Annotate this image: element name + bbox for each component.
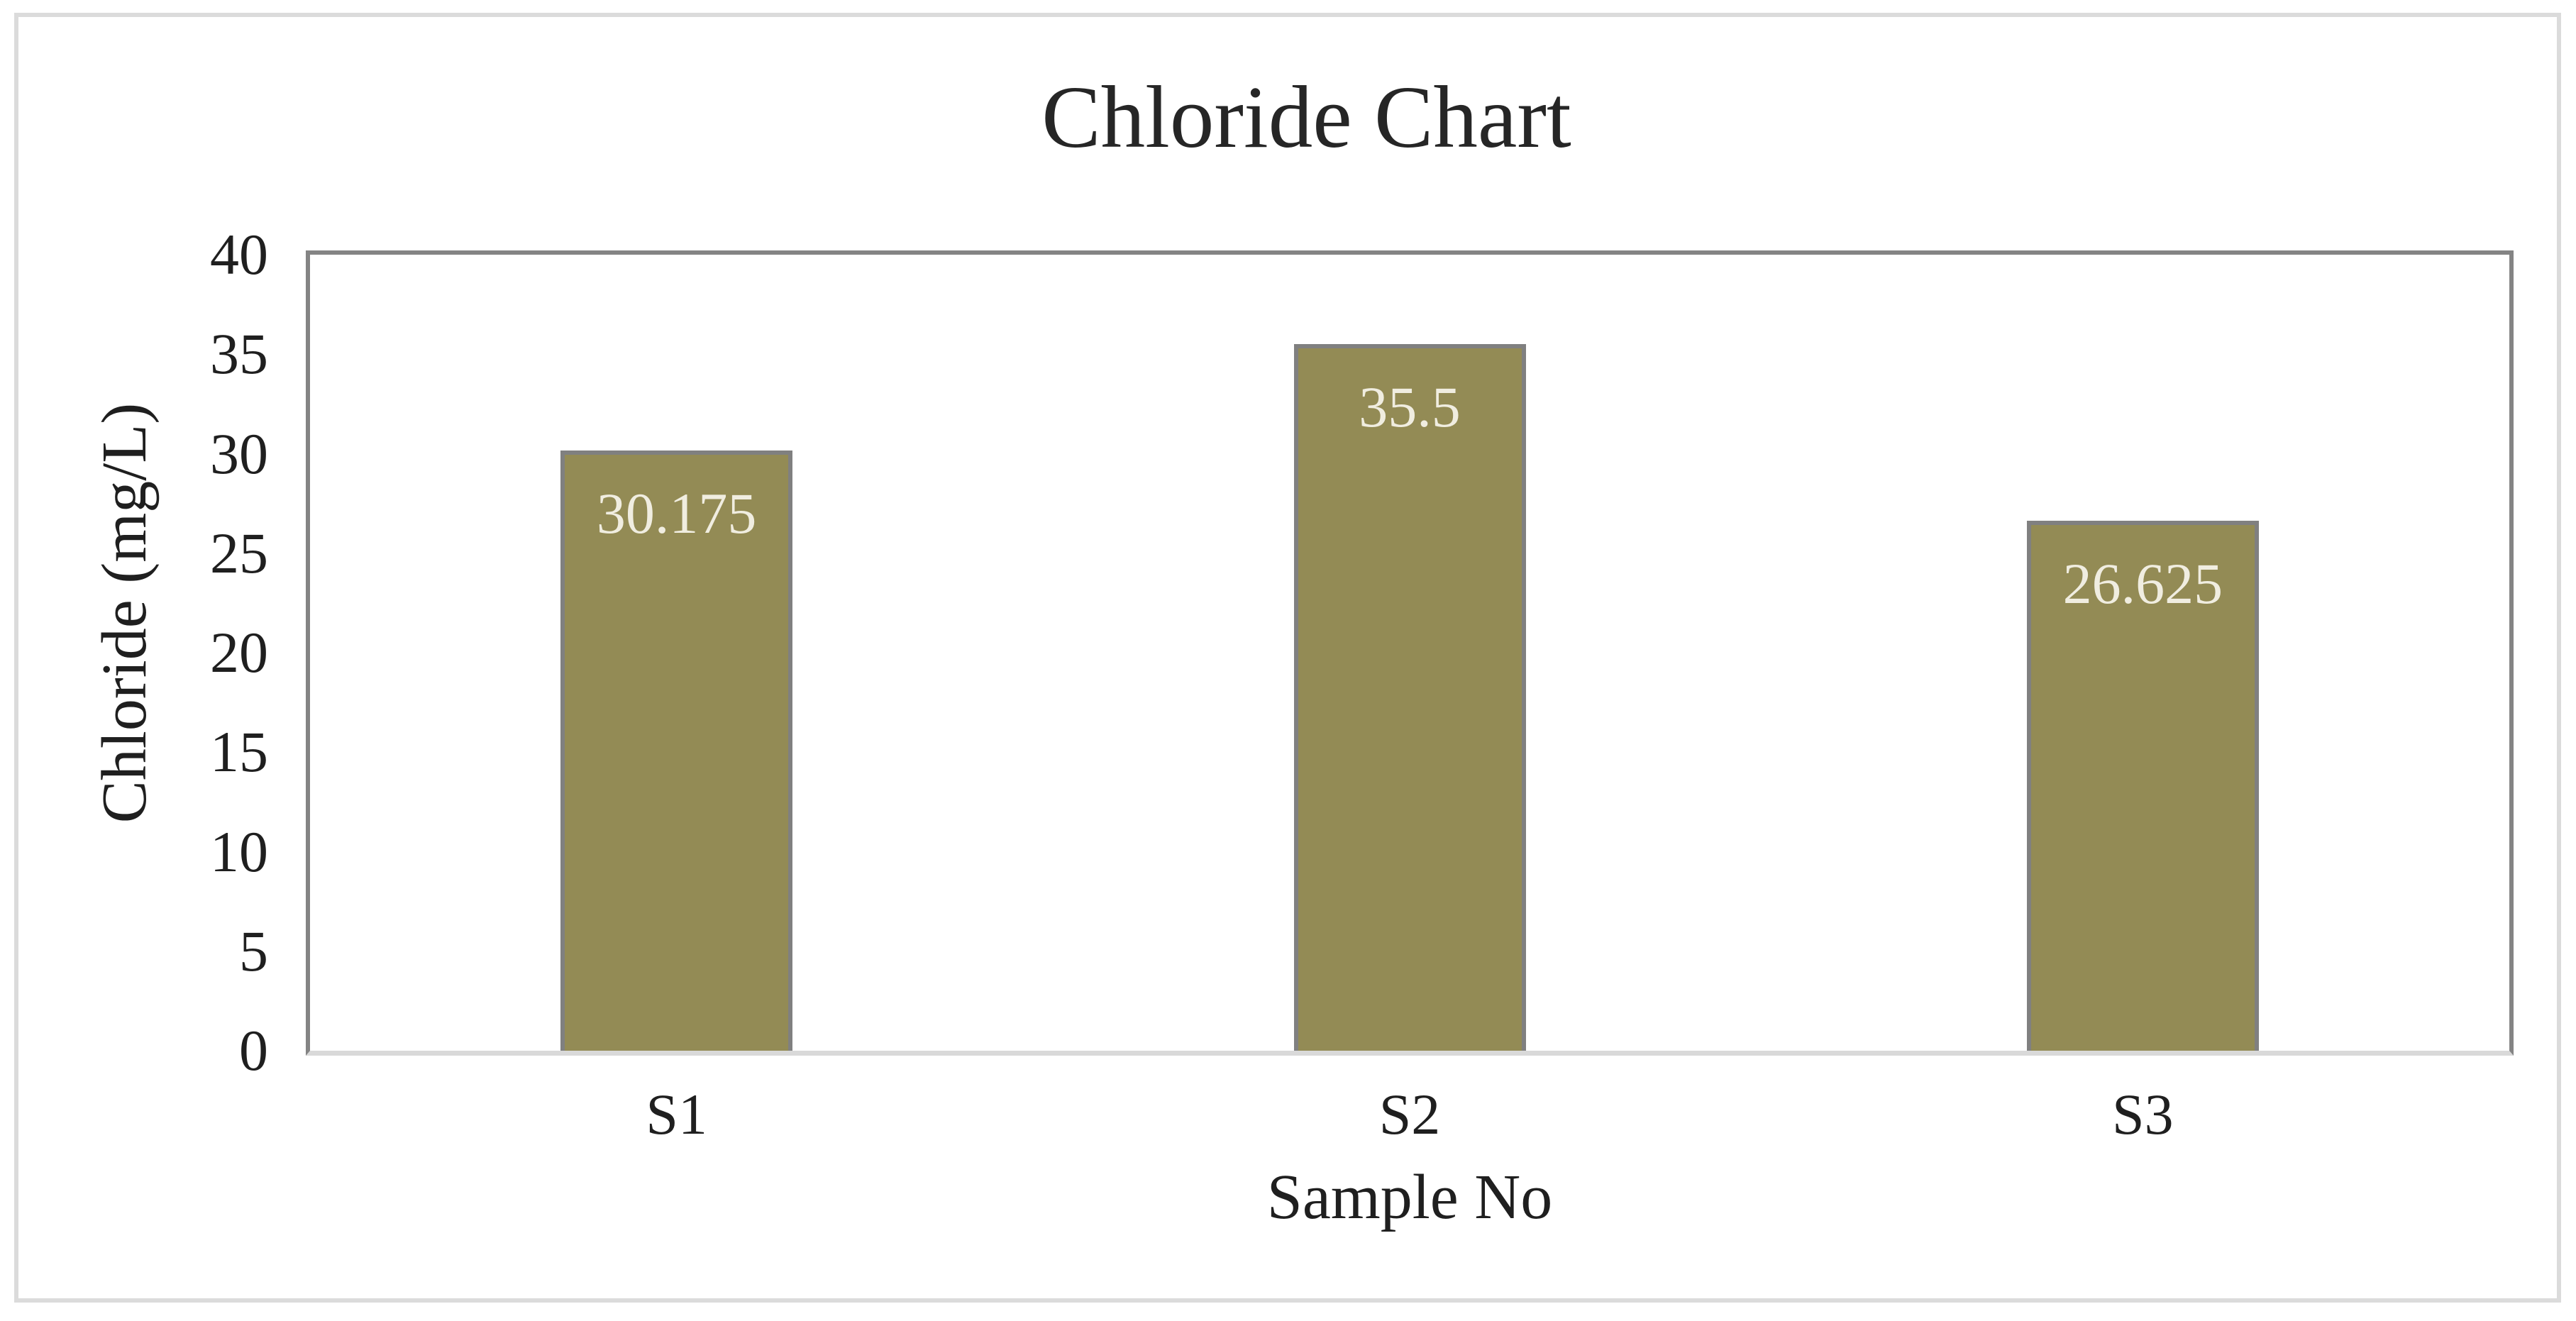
chart-frame: Chloride Chart Chloride (mg/L) 30.175 35.…: [14, 13, 2561, 1303]
bar: 26.625: [2026, 521, 2259, 1051]
y-tick-label: 30: [210, 421, 268, 486]
bar: 30.175: [560, 451, 793, 1051]
bar-data-label: 30.175: [596, 481, 757, 546]
y-axis-title: Chloride (mg/L): [89, 402, 160, 824]
bars-container: 30.175 35.5 26.625: [310, 255, 2509, 1051]
x-axis-title: Sample No: [1266, 1162, 1553, 1232]
y-tick-label: 40: [210, 222, 268, 287]
x-tick-label: S2: [1378, 1082, 1441, 1146]
y-tick-label: 5: [239, 918, 268, 983]
y-tick-label: 25: [210, 520, 268, 585]
x-tick-label: S3: [2112, 1082, 2174, 1146]
plot-area: 30.175 35.5 26.625: [306, 250, 2514, 1056]
y-tick-label: 20: [210, 620, 268, 685]
bar: 35.5: [1293, 344, 1526, 1051]
bar-data-label: 26.625: [2062, 551, 2223, 616]
bar-data-label: 35.5: [1359, 375, 1461, 439]
y-tick-label: 15: [210, 719, 268, 785]
y-tick-label: 10: [210, 819, 268, 884]
y-tick-label: 0: [239, 1018, 268, 1083]
chart-title: Chloride Chart: [1041, 69, 1571, 167]
y-tick-label: 35: [210, 321, 268, 387]
x-tick-label: S1: [646, 1082, 707, 1146]
